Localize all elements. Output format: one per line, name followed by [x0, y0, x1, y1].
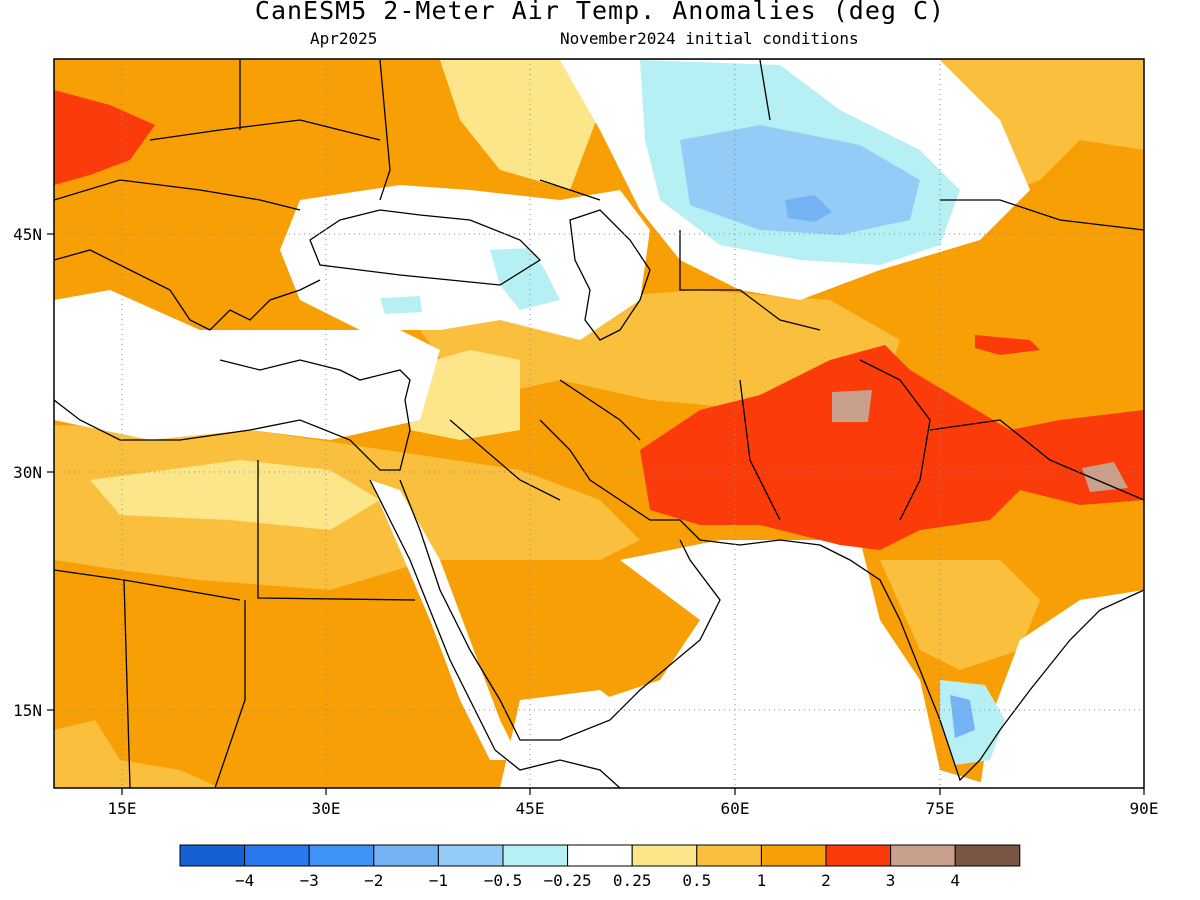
persian-gulf-coast [539, 419, 821, 546]
lat-label-30n: 30N [13, 463, 42, 482]
anomaly-region-neutral-turkey-blacksea [280, 185, 650, 340]
colorbar-swatch [954, 844, 1021, 867]
gridlines [54, 59, 1144, 788]
anomaly-region-blue-central-asia [680, 125, 920, 235]
red-sea-coast-east [399, 479, 721, 741]
caspian-coast [569, 209, 651, 341]
anomaly-region-deeper-blue-central-asia [785, 195, 832, 222]
lon-label-30e: 30E [312, 799, 341, 818]
latitude-labels: 45N 30N 15N [13, 225, 42, 720]
colorbar-swatch [631, 844, 698, 867]
red-sea-coast-west [369, 479, 496, 751]
anomaly-region-neutral-bay-of-bengal [980, 590, 1144, 788]
anomaly-region-neutral-red-sea [370, 480, 520, 760]
colorbar-label: 2 [821, 871, 831, 890]
anomaly-region-neutral-arabian-sea [560, 540, 1000, 788]
colorbar-swatch [825, 844, 892, 867]
colorbar-label: −3 [300, 871, 319, 890]
colorbar-swatch [373, 844, 439, 867]
colorbar-label: 0.5 [682, 871, 711, 890]
anomaly-region-light-orange-southwest [54, 720, 220, 788]
colorbar-label: 4 [950, 871, 960, 890]
anomaly-region-yellow-africa [90, 460, 380, 530]
country-borders-1 [54, 460, 416, 788]
colorbar-swatch [696, 844, 762, 867]
anomaly-region-cyan-caucasus [490, 248, 560, 310]
colorbar: −4 −3 −2 −1 −0.5 −0.25 0.25 0.5 1 2 3 4 [179, 844, 1021, 890]
longitude-labels: 15E 30E 45E 60E 75E 90E [108, 799, 1159, 818]
forecast-month: Apr2025 [310, 29, 378, 48]
country-borders-3 [54, 59, 1144, 231]
anomaly-fields [54, 59, 1144, 788]
anomaly-region-cyan-turkey [380, 296, 422, 314]
colorbar-label: −0.25 [544, 871, 592, 890]
colorbar-swatch [760, 844, 827, 867]
anomaly-region-neutral-east-africa [500, 690, 640, 788]
black-sea-coast [309, 209, 542, 286]
tick-marks [47, 233, 1145, 795]
colorbar-swatch [502, 844, 569, 867]
colorbar-swatch [567, 844, 633, 867]
map-title: CanESM5 2-Meter Air Temp. Anomalies (deg… [254, 0, 946, 25]
colorbar-swatch [244, 844, 310, 867]
colorbar-label: −4 [235, 871, 254, 890]
lon-label-75e: 75E [926, 799, 955, 818]
lat-label-45n: 45N [13, 225, 42, 244]
europe-south-coast [54, 249, 321, 331]
anomaly-region-light-orange-india [880, 560, 1040, 670]
lon-label-60e: 60E [721, 799, 750, 818]
anomaly-region-brown-pakistan [832, 390, 872, 422]
anomaly-region-yellow-north [440, 60, 600, 190]
colorbar-swatch [890, 844, 956, 867]
india-coast [819, 544, 1144, 782]
colorbar-swatch [308, 844, 375, 867]
colorbar-swatch [437, 844, 504, 867]
lon-label-90e: 90E [1130, 799, 1159, 818]
colorbar-label: 1 [757, 871, 767, 890]
levant-coast [219, 359, 411, 401]
colorbar-swatch [179, 844, 246, 867]
anomaly-region-neutral-mediterranean [54, 290, 440, 440]
initial-conditions: November2024 initial conditions [560, 29, 859, 48]
colorbar-label: −1 [429, 871, 448, 890]
anomaly-region-red-iran-pakistan [640, 345, 1144, 550]
colorbar-label: 0.25 [613, 871, 652, 890]
colorbar-label: −2 [364, 871, 383, 890]
lon-label-45e: 45E [516, 799, 545, 818]
colorbar-label: 3 [886, 871, 896, 890]
plot-frame [53, 58, 1145, 789]
north-africa-coast [54, 399, 411, 471]
colorbar-label: −0.5 [484, 871, 523, 890]
horn-africa-coast [494, 749, 621, 788]
lat-label-15n: 15N [13, 701, 42, 720]
anomaly-region-brown-tibet [1082, 462, 1128, 492]
coastlines-and-borders [54, 59, 1144, 788]
lon-label-15e: 15E [108, 799, 137, 818]
anomaly-region-red-tibet [975, 335, 1040, 355]
anomaly-region-red-europe [54, 90, 155, 185]
country-borders-2 [449, 230, 1144, 521]
anomaly-region-blue-india [950, 695, 975, 738]
